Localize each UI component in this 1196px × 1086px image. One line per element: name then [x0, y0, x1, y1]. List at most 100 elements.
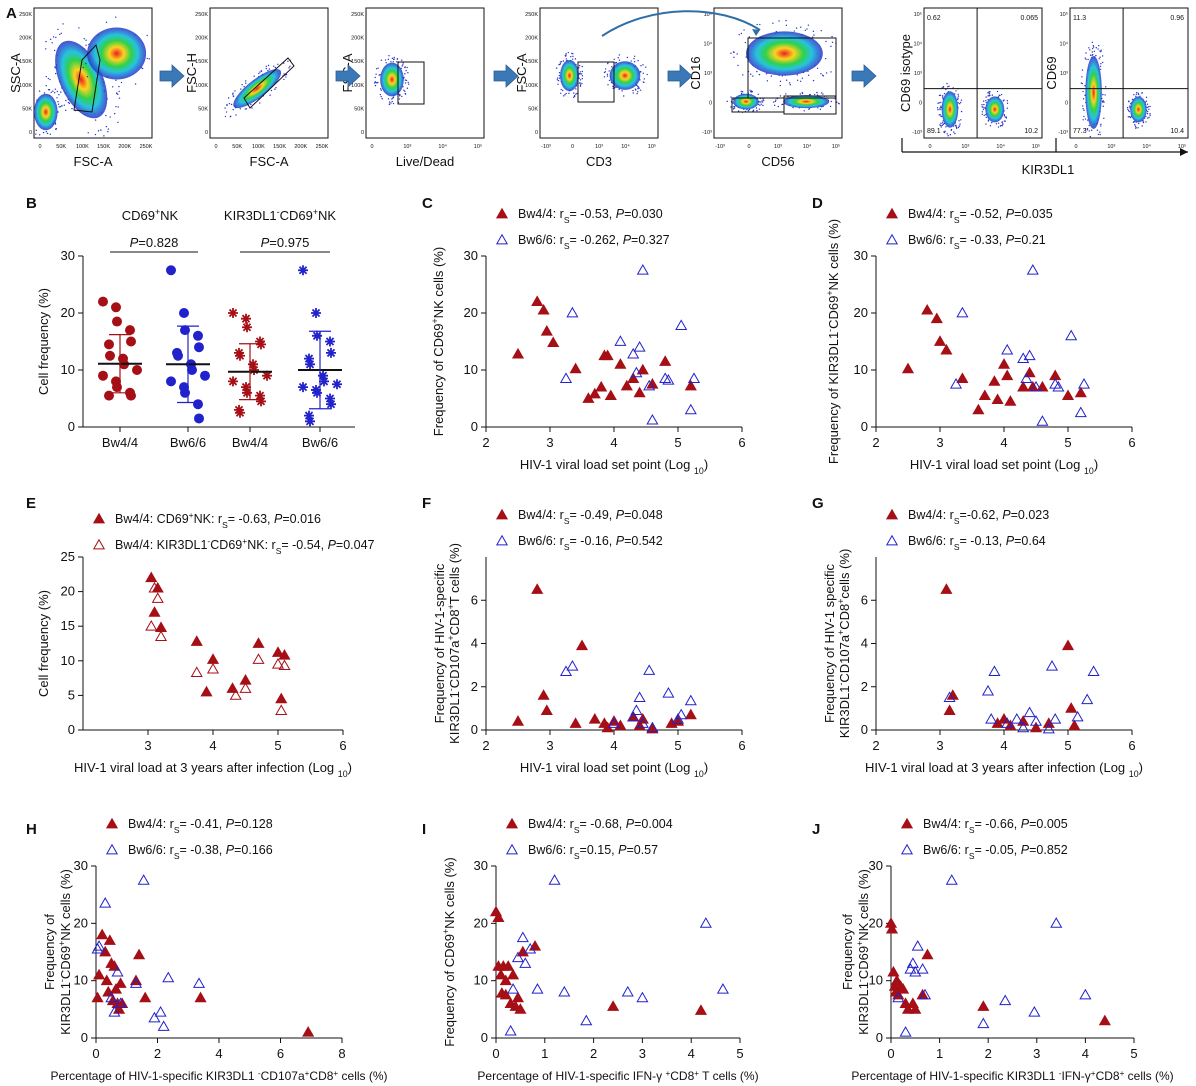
x-tick-label: 6 — [1128, 738, 1135, 753]
data-point — [326, 347, 336, 358]
data-point — [956, 306, 969, 318]
data-point — [154, 630, 168, 641]
data-point — [256, 396, 266, 407]
y-tick-label: 0 — [68, 722, 75, 737]
flow-event-dot — [630, 60, 632, 62]
flow-event-dot — [995, 123, 998, 125]
flow-event-dot — [796, 74, 798, 76]
data-point — [630, 366, 643, 378]
data-point — [1036, 415, 1049, 426]
flow-event-dot — [46, 132, 49, 135]
flow-event-dot — [822, 75, 825, 77]
flow-event-dot — [392, 102, 395, 105]
data-point — [981, 684, 995, 696]
flow-event-dot — [117, 106, 119, 108]
data-point — [1001, 343, 1014, 355]
flow-ytick: 100K — [525, 83, 538, 89]
flow-event-dot — [374, 84, 377, 87]
data-point — [326, 399, 336, 410]
flow-event-dot — [1100, 125, 1102, 127]
flow-event-dot — [270, 89, 273, 92]
flow-event-dot — [45, 85, 47, 87]
flow-event-dot — [604, 68, 607, 70]
data-point — [194, 342, 204, 353]
flow-event-dot — [770, 75, 773, 77]
flow-event-dot — [777, 105, 780, 108]
flow-event-dot — [940, 105, 942, 107]
flow-event-dot — [954, 132, 956, 135]
flow-event-dot — [402, 62, 404, 64]
legend-entry: Bw4/4: rS= -0.49, P=0.048 — [518, 508, 663, 526]
flow-ylabel: SSC-A — [8, 53, 23, 93]
flow-event-dot — [758, 108, 761, 110]
data-point — [114, 997, 127, 1008]
flow-event-dot — [997, 122, 1000, 124]
flow-event-dot — [374, 81, 376, 83]
group-title: KIR3DL1-CD69+NK — [224, 207, 336, 223]
y-tick-label: 0 — [861, 419, 868, 434]
y-axis-label: KIR3DL1-CD107a+CD8+T cells (%) — [446, 543, 462, 744]
flow-event-dot — [792, 106, 794, 109]
flow-event-dot — [1003, 99, 1005, 101]
flow-event-dot — [733, 106, 735, 108]
data-point — [504, 1024, 517, 1036]
flow-event-dot — [762, 101, 764, 103]
data-point — [519, 957, 532, 968]
data-point — [901, 362, 915, 374]
flow-event-dot — [1006, 107, 1009, 109]
flow-event-dot — [391, 98, 393, 100]
flow-event-dot — [1128, 105, 1131, 107]
data-point — [304, 410, 314, 421]
data-point — [148, 606, 161, 617]
x-tick-label: 4 — [688, 1046, 695, 1061]
flow-event-dot — [54, 88, 57, 90]
data-point — [319, 376, 329, 387]
data-point — [516, 931, 529, 943]
data-point — [103, 934, 116, 945]
flow-event-dot — [981, 113, 984, 115]
series-4 — [298, 265, 342, 427]
flow-event-dot — [581, 77, 583, 80]
flow-event-dot — [831, 35, 833, 38]
data-point — [548, 874, 561, 885]
flow-event-dot — [943, 131, 945, 133]
flow-plot-2: FSC-H FSC-A 0 50K 100K 150K 200K 250K 0 50K 100K 15… — [184, 7, 329, 169]
flow-event-dot — [1100, 49, 1102, 51]
flow-event-dot — [250, 103, 252, 106]
data-point — [302, 1026, 315, 1037]
flow-event-dot — [946, 82, 948, 85]
y-tick-label: 2 — [471, 679, 478, 694]
flow-event-dot — [615, 61, 618, 64]
flow-event-dot — [813, 93, 816, 96]
data-point — [1074, 386, 1087, 398]
flow-event-dot — [38, 134, 41, 136]
flow-event-dot — [265, 65, 267, 68]
flow-event-dot — [559, 61, 562, 63]
data-point — [684, 708, 697, 720]
flow-event-dot — [942, 120, 944, 122]
flow-event-dot — [82, 66, 84, 69]
data-point — [304, 353, 314, 364]
panel-label-J: J — [812, 821, 820, 838]
x-tick-label: 1 — [541, 1046, 548, 1061]
x-tick-label: 3 — [546, 435, 553, 450]
flow-event-dot — [1086, 128, 1089, 130]
y-tick-label: 30 — [61, 248, 75, 263]
flow-event-dot — [267, 64, 270, 67]
data-point — [569, 362, 582, 374]
data-point — [537, 689, 550, 700]
flow-event-dot — [757, 93, 759, 96]
flow-event-dot — [744, 41, 747, 44]
flow-event-dot — [1092, 46, 1095, 48]
flow-density-blob — [609, 61, 641, 90]
flow-event-dot — [642, 64, 644, 66]
flow-event-dot — [1103, 117, 1105, 120]
flow-event-dot — [259, 102, 261, 104]
flow-event-dot — [565, 53, 567, 55]
flow-event-dot — [1089, 54, 1092, 56]
flow-ytick: 10³ — [1060, 71, 1068, 77]
x-axis-label: HIV-1 viral load set point (Log 10) — [520, 760, 708, 779]
x-tick-label: 5 — [274, 738, 281, 753]
data-point — [716, 983, 729, 994]
data-point — [540, 325, 553, 336]
